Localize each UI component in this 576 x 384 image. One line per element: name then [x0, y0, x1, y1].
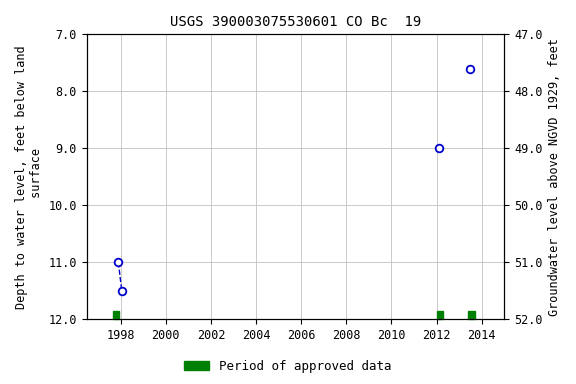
Bar: [468, 311, 475, 319]
Title: USGS 390003075530601 CO Bc  19: USGS 390003075530601 CO Bc 19: [170, 15, 421, 29]
Bar: [437, 311, 444, 319]
Legend: Period of approved data: Period of approved data: [179, 355, 397, 378]
Y-axis label: Groundwater level above NGVD 1929, feet: Groundwater level above NGVD 1929, feet: [548, 38, 561, 316]
Y-axis label: Depth to water level, feet below land
 surface: Depth to water level, feet below land su…: [15, 45, 43, 309]
Bar: [113, 311, 119, 319]
